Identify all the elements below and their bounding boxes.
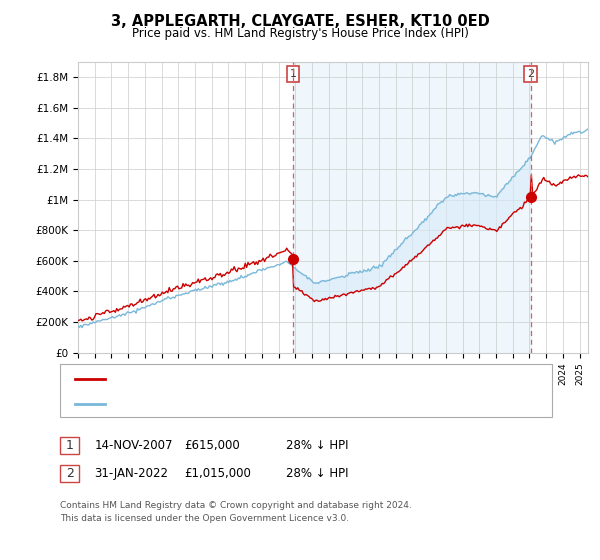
Text: 2: 2	[65, 466, 74, 480]
Text: 1: 1	[290, 69, 297, 79]
Bar	[293, 62, 531, 353]
Text: £1,015,000: £1,015,000	[184, 466, 251, 480]
Text: HPI: Average price, detached house, Elmbridge: HPI: Average price, detached house, Elmb…	[109, 399, 355, 409]
Text: 1: 1	[65, 438, 74, 452]
Text: 3, APPLEGARTH, CLAYGATE, ESHER, KT10 0ED: 3, APPLEGARTH, CLAYGATE, ESHER, KT10 0ED	[110, 14, 490, 29]
Text: 28% ↓ HPI: 28% ↓ HPI	[286, 466, 349, 480]
Text: 31-JAN-2022: 31-JAN-2022	[94, 466, 168, 480]
Text: Contains HM Land Registry data © Crown copyright and database right 2024.: Contains HM Land Registry data © Crown c…	[60, 501, 412, 510]
Text: This data is licensed under the Open Government Licence v3.0.: This data is licensed under the Open Gov…	[60, 514, 349, 523]
Text: 3, APPLEGARTH, CLAYGATE, ESHER, KT10 0ED (detached house): 3, APPLEGARTH, CLAYGATE, ESHER, KT10 0ED…	[109, 374, 442, 384]
Text: 28% ↓ HPI: 28% ↓ HPI	[286, 438, 349, 452]
Text: Price paid vs. HM Land Registry's House Price Index (HPI): Price paid vs. HM Land Registry's House …	[131, 27, 469, 40]
Text: 14-NOV-2007: 14-NOV-2007	[94, 438, 173, 452]
Text: £615,000: £615,000	[184, 438, 240, 452]
Text: 2: 2	[527, 69, 535, 79]
